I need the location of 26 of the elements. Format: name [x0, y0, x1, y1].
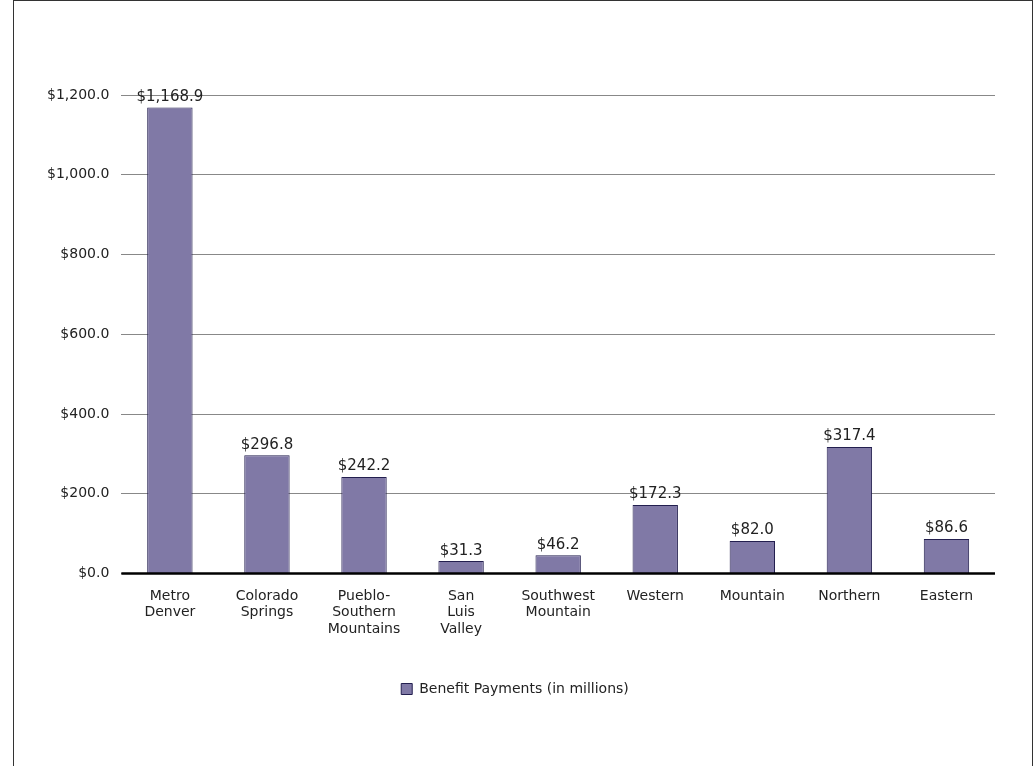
- x-tick-label: Pueblo-Southern Mountains: [327, 586, 401, 637]
- data-label: $172.3: [628, 484, 682, 503]
- legend-label: Benefit Payments (in millions): [419, 679, 629, 696]
- y-tick-label: $0.0: [78, 564, 110, 581]
- x-tick-label: Northern: [818, 586, 881, 603]
- y-tick-label: $800.0: [60, 245, 110, 262]
- data-label: $82.0: [730, 520, 774, 539]
- data-label: $1,168.9: [136, 86, 204, 105]
- x-tick-label: Mountain: [719, 586, 785, 603]
- y-tick-label: $200.0: [60, 484, 110, 501]
- data-label: $46.2: [536, 534, 580, 553]
- y-tick-label: $400.0: [60, 404, 110, 421]
- data-label: $86.6: [924, 518, 968, 537]
- y-tick-label: $1,200.0: [47, 85, 110, 102]
- y-tick-label: $600.0: [60, 324, 110, 341]
- x-tick-label: Colorado Springs: [235, 586, 299, 620]
- x-tick-label: Western: [626, 586, 684, 603]
- data-label: $296.8: [240, 434, 294, 453]
- y-tick-label: $1,000.0: [47, 165, 110, 182]
- x-tick-label: Eastern: [919, 586, 974, 603]
- x-tick-label: San Luis Valley: [440, 586, 482, 637]
- data-label: $242.2: [337, 456, 391, 475]
- data-label: $317.4: [823, 426, 876, 445]
- data-label: $31.3: [439, 540, 483, 559]
- x-tick-label: Metro Denver: [144, 586, 196, 620]
- x-tick-label: Southwest Mountain: [521, 586, 596, 620]
